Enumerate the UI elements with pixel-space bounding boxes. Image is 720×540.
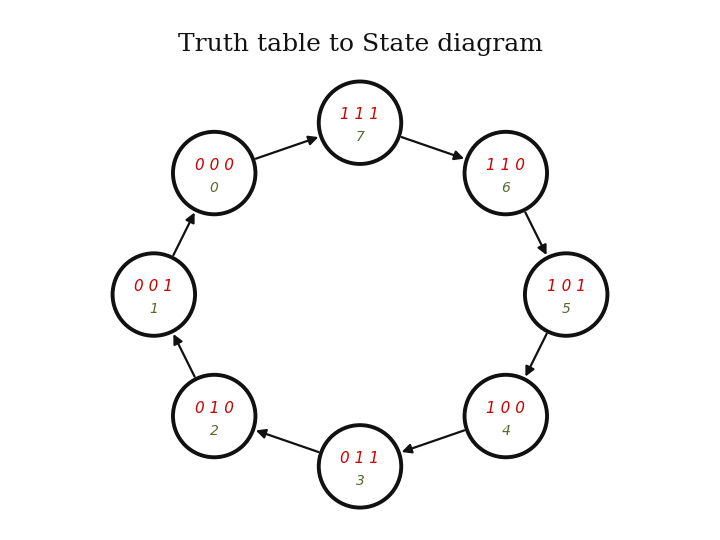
Circle shape (173, 132, 256, 214)
Circle shape (464, 375, 547, 457)
Circle shape (525, 253, 608, 336)
Text: 1 1 1: 1 1 1 (341, 107, 379, 123)
Text: 0 1 0: 0 1 0 (194, 401, 234, 416)
Text: 0 1 1: 0 1 1 (341, 451, 379, 466)
Text: 0 0 1: 0 0 1 (135, 279, 174, 294)
Circle shape (464, 132, 547, 214)
Text: 7: 7 (356, 131, 364, 145)
Text: 2: 2 (210, 424, 219, 438)
Text: 4: 4 (501, 424, 510, 438)
Text: 1 1 0: 1 1 0 (486, 158, 526, 173)
Circle shape (173, 375, 256, 457)
Text: 1 0 0: 1 0 0 (486, 401, 526, 416)
Text: 0: 0 (210, 181, 219, 195)
Circle shape (319, 425, 401, 508)
Text: Truth table to State diagram: Truth table to State diagram (178, 33, 542, 56)
Text: 3: 3 (356, 474, 364, 488)
Text: 5: 5 (562, 302, 571, 316)
Text: 6: 6 (501, 181, 510, 195)
Text: 1 0 1: 1 0 1 (546, 279, 585, 294)
Circle shape (319, 82, 401, 164)
Text: 0 0 0: 0 0 0 (194, 158, 234, 173)
Circle shape (112, 253, 195, 336)
Text: 1: 1 (149, 302, 158, 316)
